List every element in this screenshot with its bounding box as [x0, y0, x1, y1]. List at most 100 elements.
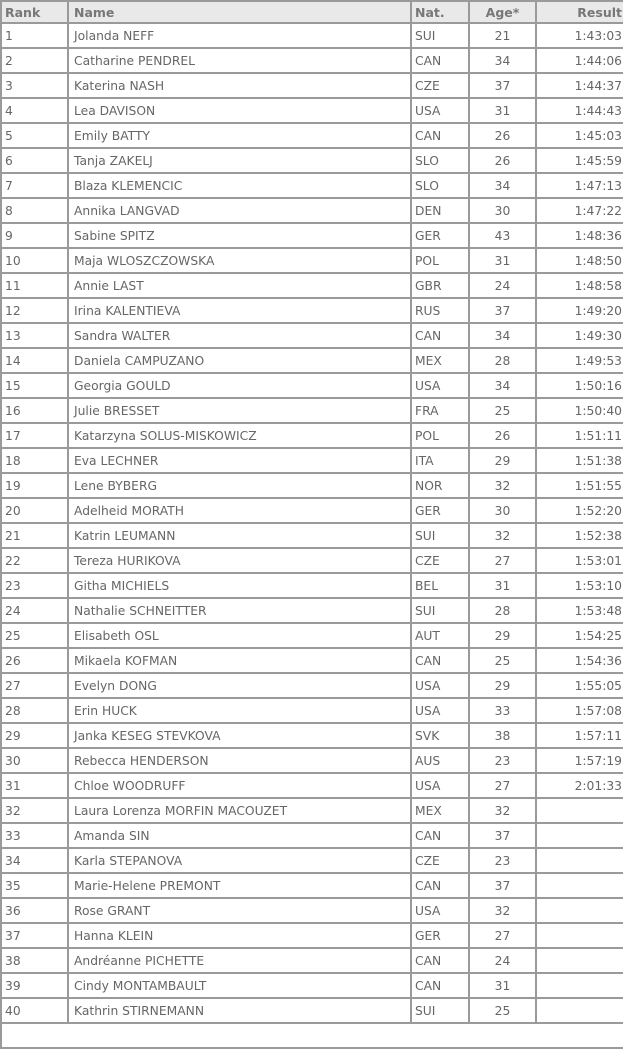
age-cell: 37: [468, 872, 537, 899]
table-row: 26 Mikaela KOFMAN CAN 25 1:54:36: [0, 647, 623, 674]
rank-cell: 35: [0, 872, 69, 899]
table-row: 23 Githa MICHIELS BEL 31 1:53:10: [0, 572, 623, 599]
header-age[interactable]: Age*: [468, 0, 537, 24]
age-cell: 28: [468, 347, 537, 374]
name-cell: Kathrin STIRNEMANN: [67, 997, 412, 1024]
age-cell: 27: [468, 547, 537, 574]
rank-cell: 14: [0, 347, 69, 374]
table-row: 24 Nathalie SCHNEITTER SUI 28 1:53:48: [0, 597, 623, 624]
table-row: 39 Cindy MONTAMBAULT CAN 31: [0, 972, 623, 999]
age-cell: 30: [468, 497, 537, 524]
table-row: 12 Irina KALENTIEVA RUS 37 1:49:20: [0, 297, 623, 324]
name-cell: Rebecca HENDERSON: [67, 747, 412, 774]
name-cell: Amanda SIN: [67, 822, 412, 849]
table-row: 4 Lea DAVISON USA 31 1:44:43: [0, 97, 623, 124]
header-nat[interactable]: Nat.: [410, 0, 470, 24]
rank-cell: 6: [0, 147, 69, 174]
rank-cell: 16: [0, 397, 69, 424]
nat-cell: DEN: [410, 197, 470, 224]
result-cell: 1:51:11: [535, 422, 623, 449]
age-cell: 43: [468, 222, 537, 249]
result-cell: 1:57:11: [535, 722, 623, 749]
age-cell: 37: [468, 297, 537, 324]
age-cell: 29: [468, 672, 537, 699]
nat-cell: GER: [410, 922, 470, 949]
age-cell: 23: [468, 847, 537, 874]
nat-cell: CAN: [410, 647, 470, 674]
rank-cell: 39: [0, 972, 69, 999]
rank-cell: 17: [0, 422, 69, 449]
age-cell: 25: [468, 997, 537, 1024]
age-cell: 29: [468, 622, 537, 649]
name-cell: Sandra WALTER: [67, 322, 412, 349]
header-name[interactable]: Name: [67, 0, 412, 24]
rank-cell: 24: [0, 597, 69, 624]
table-row: 34 Karla STEPANOVA CZE 23: [0, 847, 623, 874]
nat-cell: AUT: [410, 622, 470, 649]
nat-cell: CAN: [410, 947, 470, 974]
rank-cell: 12: [0, 297, 69, 324]
table-row: 40 Kathrin STIRNEMANN SUI 25: [0, 997, 623, 1024]
table-row: 35 Marie-Helene PREMONT CAN 37: [0, 872, 623, 899]
result-cell: [535, 847, 623, 874]
name-cell: Chloe WOODRUFF: [67, 772, 412, 799]
table-row: 22 Tereza HURIKOVA CZE 27 1:53:01: [0, 547, 623, 574]
results-body: 1 Jolanda NEFF SUI 21 1:43:03 2 Catharine PEND…: [0, 22, 623, 1049]
table-row: 3 Katerina NASH CZE 37 1:44:37: [0, 72, 623, 99]
nat-cell: SUI: [410, 522, 470, 549]
nat-cell: CAN: [410, 322, 470, 349]
rank-cell: 37: [0, 922, 69, 949]
age-cell: 32: [468, 797, 537, 824]
rank-cell: 36: [0, 897, 69, 924]
age-cell: 31: [468, 572, 537, 599]
age-cell: 30: [468, 197, 537, 224]
result-cell: 1:43:03: [535, 22, 623, 49]
result-cell: [535, 922, 623, 949]
result-cell: 1:49:30: [535, 322, 623, 349]
rank-cell: 8: [0, 197, 69, 224]
name-cell: Andréanne PICHETTE: [67, 947, 412, 974]
name-cell: Nathalie SCHNEITTER: [67, 597, 412, 624]
result-cell: [535, 997, 623, 1024]
result-cell: 1:50:40: [535, 397, 623, 424]
table-row: 31 Chloe WOODRUFF USA 27 2:01:33: [0, 772, 623, 799]
header-result[interactable]: Result: [535, 0, 623, 24]
table-row: 20 Adelheid MORATH GER 30 1:52:20: [0, 497, 623, 524]
nat-cell: AUS: [410, 747, 470, 774]
name-cell: Eva LECHNER: [67, 447, 412, 474]
rank-cell: 25: [0, 622, 69, 649]
rank-cell: 19: [0, 472, 69, 499]
age-cell: 32: [468, 522, 537, 549]
table-row: 21 Katrin LEUMANN SUI 32 1:52:38: [0, 522, 623, 549]
nat-cell: CAN: [410, 822, 470, 849]
table-row: 8 Annika LANGVAD DEN 30 1:47:22: [0, 197, 623, 224]
nat-cell: RUS: [410, 297, 470, 324]
result-cell: 1:52:38: [535, 522, 623, 549]
result-cell: 1:44:06: [535, 47, 623, 74]
nat-cell: ITA: [410, 447, 470, 474]
result-cell: 1:57:19: [535, 747, 623, 774]
header-rank[interactable]: Rank: [0, 0, 69, 24]
nat-cell: GER: [410, 222, 470, 249]
result-cell: 1:45:03: [535, 122, 623, 149]
rank-cell: 29: [0, 722, 69, 749]
name-cell: Elisabeth OSL: [67, 622, 412, 649]
age-cell: 26: [468, 122, 537, 149]
nat-cell: USA: [410, 672, 470, 699]
result-cell: 1:51:55: [535, 472, 623, 499]
nat-cell: SLO: [410, 147, 470, 174]
name-cell: Githa MICHIELS: [67, 572, 412, 599]
result-cell: 1:47:22: [535, 197, 623, 224]
nat-cell: GER: [410, 497, 470, 524]
age-cell: 34: [468, 47, 537, 74]
nat-cell: CAN: [410, 122, 470, 149]
rank-cell: 33: [0, 822, 69, 849]
result-cell: [535, 797, 623, 824]
age-cell: 21: [468, 22, 537, 49]
result-cell: 1:44:43: [535, 97, 623, 124]
result-cell: 1:48:50: [535, 247, 623, 274]
result-cell: 1:53:48: [535, 597, 623, 624]
rank-cell: 7: [0, 172, 69, 199]
result-cell: 1:54:36: [535, 647, 623, 674]
result-cell: 1:51:38: [535, 447, 623, 474]
